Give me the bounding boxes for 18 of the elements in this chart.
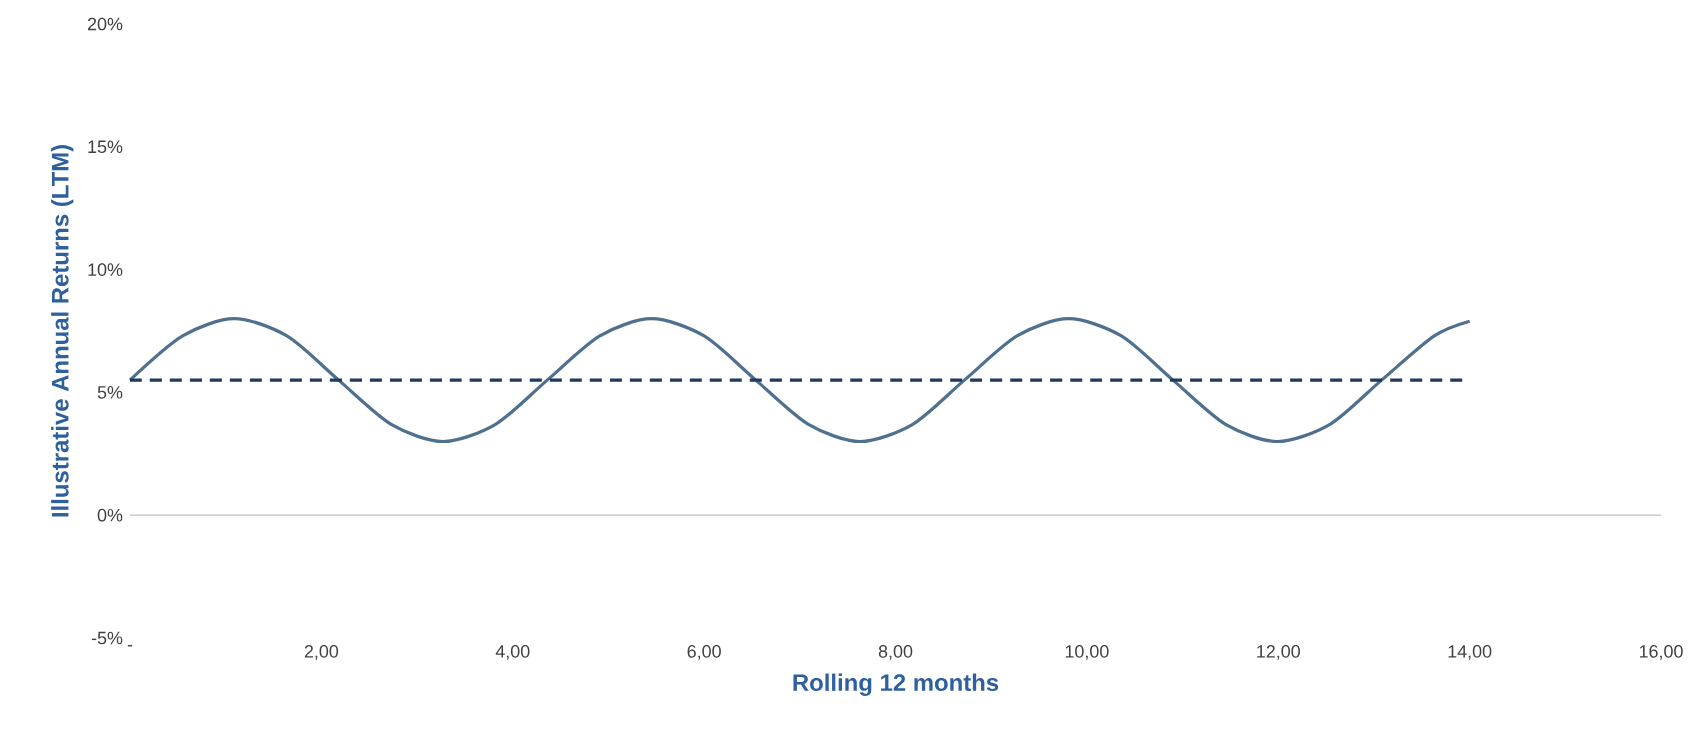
x-tick-label: 16,00 bbox=[1639, 645, 1683, 660]
y-axis-title: Illustrative Annual Returns (LTM) bbox=[51, 145, 74, 517]
y-tick-label: 15% bbox=[88, 140, 123, 154]
y-tick-label: -5% bbox=[91, 631, 123, 645]
line-series bbox=[128, 317, 1472, 444]
y-tick-label: 5% bbox=[97, 386, 123, 399]
y-tick-label: 10% bbox=[88, 263, 123, 276]
y-tick-label: 20% bbox=[87, 17, 123, 31]
x-tick-label: 10,00 bbox=[1065, 645, 1109, 660]
x-tick-label: 6,00 bbox=[687, 645, 721, 660]
x-tick-label: - bbox=[127, 645, 133, 647]
x-tick-label: 12,00 bbox=[1257, 645, 1300, 660]
x-tick-label: 14,00 bbox=[1448, 645, 1492, 660]
x-tick-label: 8,00 bbox=[878, 645, 913, 660]
y-tick-label: 0% bbox=[97, 508, 123, 522]
x-tick-label: 4,00 bbox=[495, 645, 530, 660]
x-axis-title: Rolling 12 months bbox=[793, 673, 999, 696]
x-tick-label: 2,00 bbox=[304, 645, 339, 660]
